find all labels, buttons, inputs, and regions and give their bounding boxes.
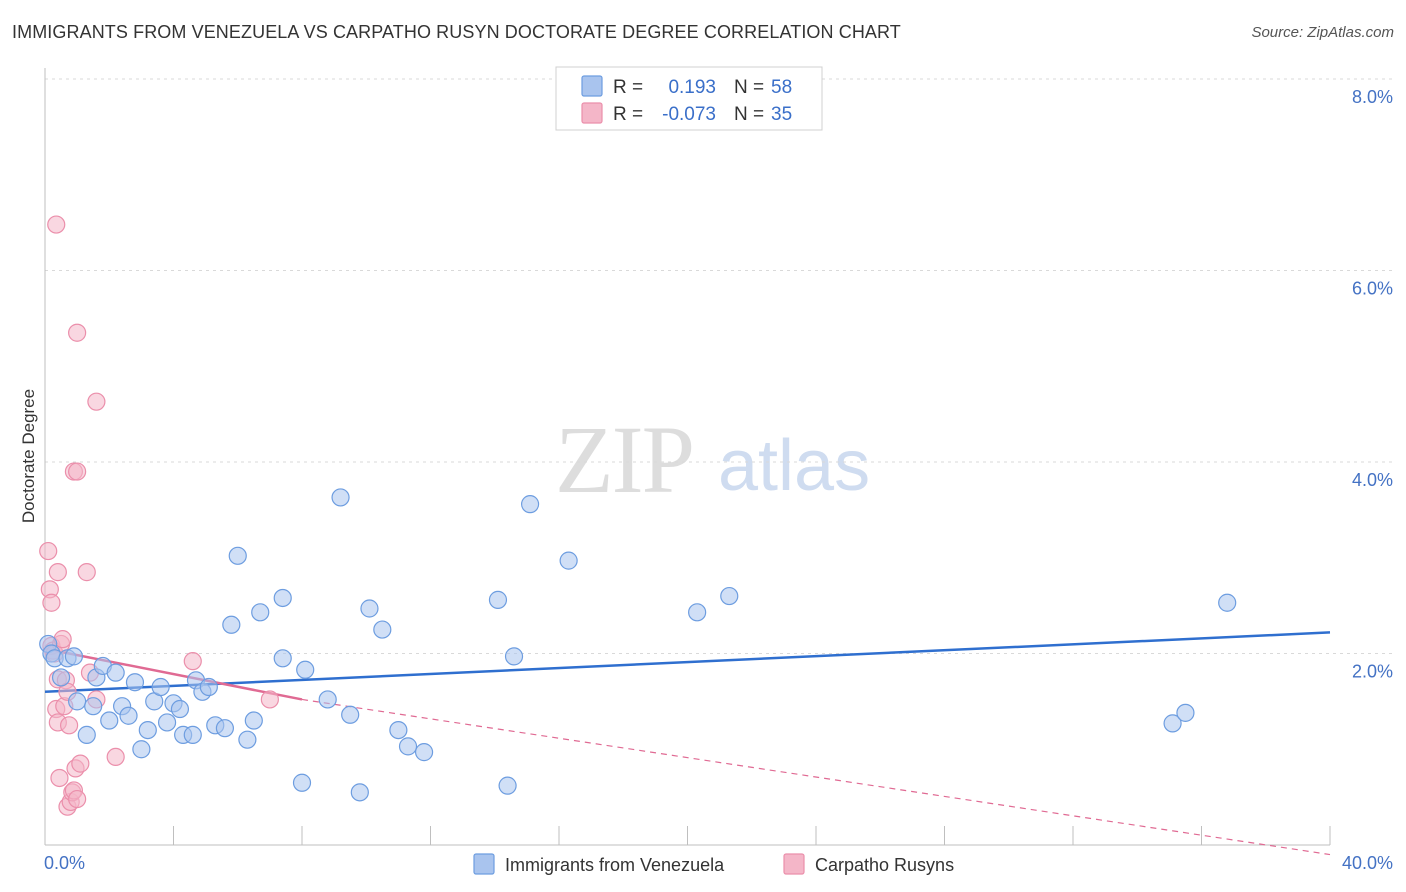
point-carpatho-18: [59, 716, 79, 735]
point-venezuela-56: [1176, 703, 1195, 722]
point-venezuela-36: [273, 649, 292, 668]
point-carpatho-24: [68, 462, 87, 481]
point-venezuela-6: [68, 692, 87, 711]
y-tick-label-3: 8.0%: [1352, 87, 1393, 107]
point-venezuela-16: [132, 740, 151, 759]
trend-line-carpatho-extension: [301, 698, 1331, 856]
point-venezuela-11: [100, 711, 119, 730]
point-venezuela-37: [292, 773, 312, 792]
legend-n-value-venezuela: 58: [771, 77, 792, 98]
point-venezuela-55: [1163, 714, 1182, 733]
bottom-legend-swatch-venezuela: [473, 853, 495, 875]
point-venezuela-30: [222, 615, 241, 634]
point-venezuela-57: [1218, 593, 1237, 612]
point-venezuela-3: [51, 668, 71, 687]
x-tick-labels: 0.0% 40.0%: [44, 853, 1393, 873]
series-carpatho-rusyns: [39, 215, 279, 816]
point-venezuela-34: [251, 603, 270, 622]
series-immigrants-from-venezuela: [39, 488, 1237, 802]
legend-r-value-carpatho: -0.073: [662, 104, 716, 125]
point-carpatho-0: [39, 541, 58, 561]
point-venezuela-42: [350, 783, 369, 802]
point-carpatho-27: [71, 754, 90, 773]
point-carpatho-11: [50, 768, 69, 788]
grid-lines: [45, 78, 1392, 654]
point-venezuela-46: [398, 737, 418, 756]
point-carpatho-34: [260, 690, 279, 709]
point-venezuela-20: [157, 713, 177, 732]
point-venezuela-8: [84, 697, 103, 716]
point-venezuela-39: [318, 690, 337, 709]
point-carpatho-9: [47, 215, 66, 234]
point-venezuela-53: [688, 603, 707, 622]
y-tick-labels: 2.0% 4.0% 6.0% 8.0%: [1352, 87, 1393, 682]
legend-n-label-venezuela: N =: [734, 77, 764, 98]
series-legend: Immigrants from Venezuela Carpatho Rusyn…: [473, 853, 954, 875]
bottom-legend-label-venezuela: Immigrants from Venezuela: [505, 855, 725, 875]
point-venezuela-35: [273, 588, 292, 608]
legend-n-value-carpatho: 35: [771, 104, 792, 125]
legend-r-label-carpatho: R =: [613, 104, 643, 125]
point-carpatho-10: [48, 563, 67, 582]
point-venezuela-7: [77, 725, 96, 744]
point-carpatho-32: [106, 747, 125, 767]
point-venezuela-31: [228, 546, 247, 565]
point-carpatho-25: [68, 789, 87, 809]
point-venezuela-33: [244, 711, 263, 730]
point-venezuela-45: [389, 720, 408, 740]
point-venezuela-41: [341, 705, 360, 724]
point-venezuela-15: [125, 673, 145, 692]
trend-lines: [44, 631, 1331, 856]
point-venezuela-52: [559, 551, 578, 570]
legend-swatch-carpatho: [581, 102, 603, 124]
point-carpatho-26: [68, 323, 87, 342]
chart-title: IMMIGRANTS FROM VENEZUELA VS CARPATHO RU…: [12, 22, 901, 42]
point-venezuela-12: [106, 663, 125, 682]
y-tick-label-0: 2.0%: [1352, 662, 1393, 682]
point-venezuela-49: [498, 776, 517, 795]
point-venezuela-32: [238, 730, 257, 749]
point-venezuela-19: [151, 677, 170, 697]
point-venezuela-24: [183, 725, 202, 744]
point-venezuela-44: [373, 620, 392, 639]
legend-r-label-venezuela: R =: [613, 77, 643, 98]
point-carpatho-31: [87, 392, 106, 411]
stats-legend: R = 0.193 N = 58 R = -0.073 N = 35: [555, 66, 823, 131]
point-venezuela-40: [331, 488, 350, 507]
y-tick-label-2: 6.0%: [1352, 279, 1393, 299]
axes: [44, 68, 1331, 846]
watermark-atlas: atlas: [718, 426, 870, 506]
point-venezuela-22: [170, 699, 190, 719]
trend-line-venezuela: [44, 631, 1331, 694]
point-venezuela-51: [520, 495, 540, 514]
point-venezuela-48: [488, 590, 508, 609]
x-tick-label-0: 0.0%: [44, 853, 85, 873]
legend-r-value-venezuela: 0.193: [668, 77, 716, 98]
y-tick-label-1: 4.0%: [1352, 470, 1393, 490]
point-venezuela-5: [64, 647, 84, 666]
point-venezuela-54: [720, 586, 739, 606]
point-carpatho-28: [77, 563, 96, 582]
point-carpatho-2: [42, 593, 61, 612]
y-axis-label: Doctorate Degree: [19, 389, 38, 523]
trend-line-carpatho: [44, 647, 303, 701]
legend-swatch-venezuela: [581, 75, 603, 97]
source-credit: Source: ZipAtlas.com: [1251, 24, 1394, 41]
point-venezuela-50: [504, 647, 524, 666]
bottom-legend-label-carpatho: Carpatho Rusyns: [815, 855, 954, 875]
point-venezuela-43: [360, 599, 379, 618]
point-venezuela-29: [215, 719, 234, 738]
bottom-legend-swatch-carpatho: [783, 853, 805, 875]
point-venezuela-17: [138, 720, 157, 740]
point-venezuela-38: [296, 660, 315, 679]
watermark-zip: ZIP: [555, 406, 693, 513]
point-venezuela-47: [414, 743, 434, 762]
legend-n-label-carpatho: N =: [734, 104, 764, 125]
point-venezuela-27: [199, 677, 218, 697]
x-tick-label-1: 40.0%: [1342, 853, 1393, 873]
point-carpatho-33: [183, 652, 202, 671]
point-venezuela-14: [119, 706, 138, 725]
